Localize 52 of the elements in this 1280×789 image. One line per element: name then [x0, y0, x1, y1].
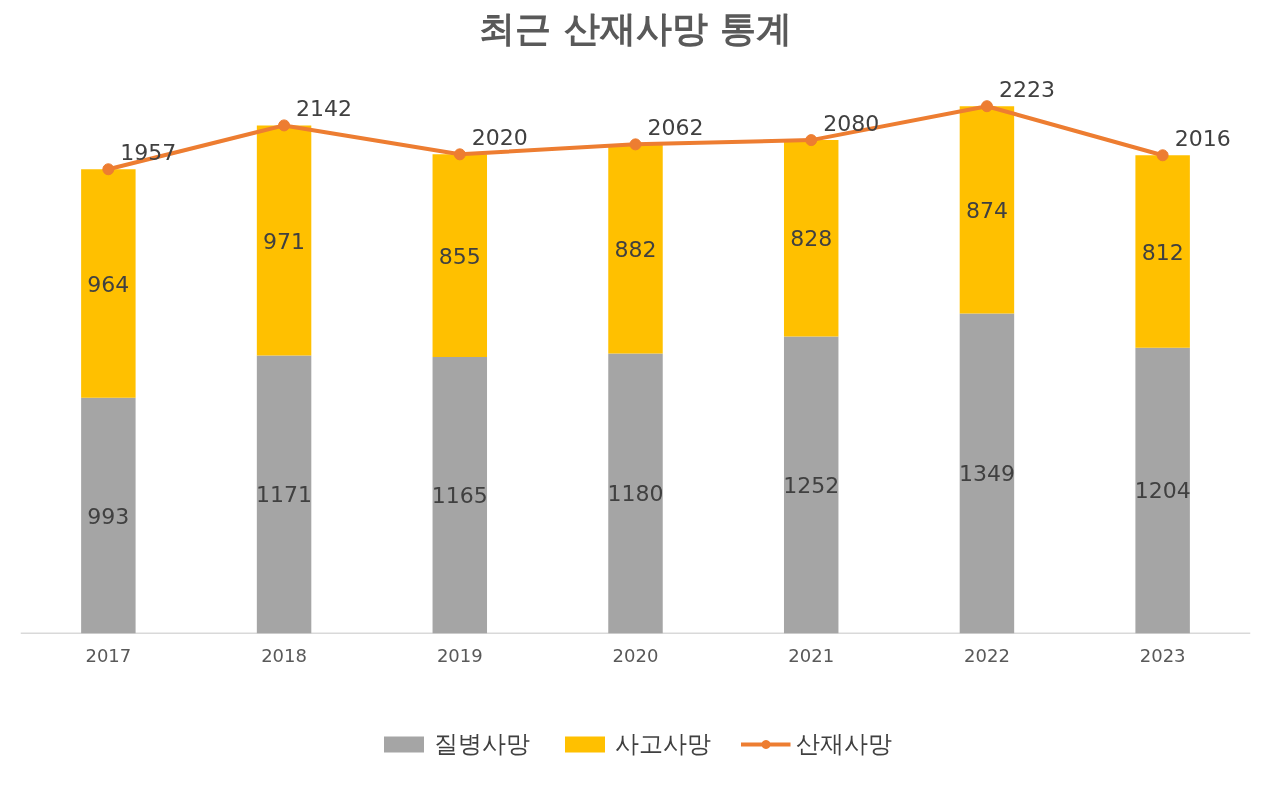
data-label: 2016 — [1174, 126, 1231, 152]
x-tick-label: 2017 — [85, 645, 132, 667]
x-tick-label: 2018 — [261, 645, 307, 667]
data-label: 1165 — [431, 483, 488, 509]
data-label: 1204 — [1134, 478, 1191, 504]
point — [629, 138, 642, 151]
point — [453, 148, 466, 161]
data-label: 971 — [263, 228, 306, 254]
bar — [1135, 347, 1190, 634]
bar — [608, 144, 663, 354]
x-tick-label: 2019 — [436, 645, 483, 667]
data-label: 828 — [790, 226, 833, 252]
bar — [608, 353, 663, 634]
data-label: 855 — [438, 243, 481, 269]
data-label: 2223 — [998, 77, 1055, 103]
legend-label: 산재사망 — [795, 729, 892, 760]
data-label: 882 — [614, 236, 657, 262]
data-label: 964 — [87, 271, 130, 297]
bar — [256, 125, 312, 356]
data-label: 993 — [87, 503, 130, 529]
point — [278, 119, 291, 132]
data-label: 2062 — [647, 115, 704, 141]
point — [102, 163, 115, 176]
data-label: 1180 — [607, 481, 664, 507]
bar — [959, 313, 1015, 634]
bar — [81, 169, 136, 398]
data-label: 2142 — [296, 96, 353, 122]
data-label: 1171 — [256, 482, 313, 508]
point — [980, 100, 993, 113]
point — [805, 134, 818, 147]
bar — [81, 397, 136, 634]
x-tick-label: 2023 — [1139, 645, 1186, 667]
data-label: 1349 — [958, 461, 1015, 487]
x-tick-label: 2022 — [964, 645, 1010, 667]
bar — [432, 357, 488, 634]
legend-label: 사고사망 — [614, 729, 711, 760]
x-tick-label: 2021 — [788, 645, 835, 667]
data-label: 2080 — [823, 111, 880, 137]
bar — [1135, 155, 1190, 348]
data-label: 1252 — [783, 472, 840, 498]
bar — [256, 355, 312, 634]
bar — [783, 336, 839, 634]
bar — [432, 154, 488, 358]
data-label: 812 — [1141, 239, 1184, 265]
x-tick-label: 2020 — [612, 645, 659, 667]
legend-label: 질병사망 — [433, 729, 530, 760]
point — [1156, 149, 1169, 162]
data-label: 2020 — [471, 125, 528, 151]
bar — [783, 140, 839, 337]
data-label: 874 — [965, 197, 1008, 223]
bar — [959, 106, 1015, 314]
text: 최근 산재사망 통계 — [478, 7, 793, 49]
